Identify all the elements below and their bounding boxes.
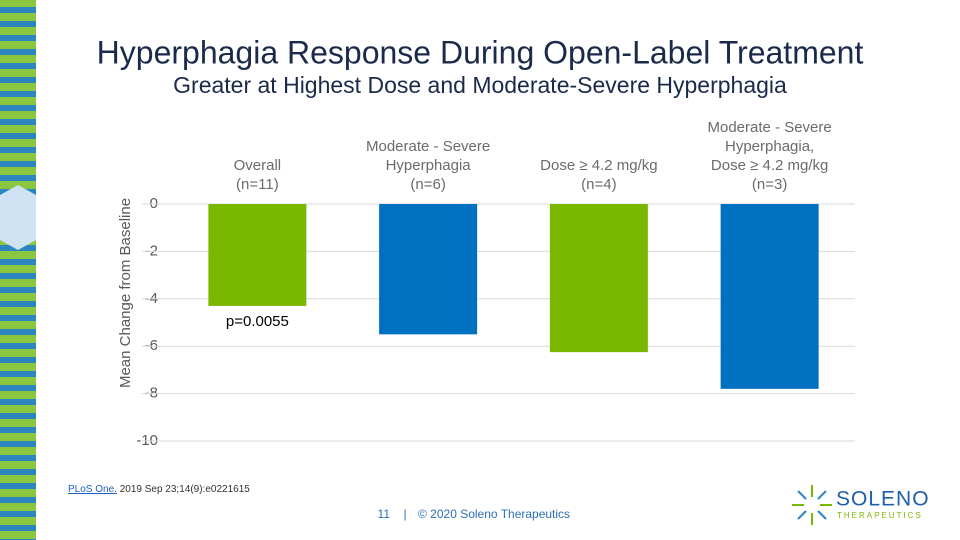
x-tick-label: Dose ≥ 4.2 mg/kg (n=4) xyxy=(540,157,658,193)
y-tick-label: 0 xyxy=(150,195,158,212)
citation-link[interactable]: PLoS One. xyxy=(68,484,117,495)
citation-text: 2019 Sep 23;14(9):e0221615 xyxy=(119,484,250,495)
y-tick-label: -4 xyxy=(145,290,158,307)
chart-title: Hyperphagia Response During Open-Label T… xyxy=(97,34,864,70)
bar xyxy=(208,204,307,306)
footer-text: © 2020 Soleno Therapeutics xyxy=(418,507,570,521)
logo-tagline: THERAPEUTICS xyxy=(837,511,923,520)
logo-icon xyxy=(792,485,832,525)
y-tick-label: -8 xyxy=(145,385,158,402)
annotation: p=0.0055 xyxy=(226,313,289,330)
decor-stripes xyxy=(0,0,36,540)
decor-diamond xyxy=(0,185,36,250)
bar xyxy=(379,204,478,335)
footer-separator: | xyxy=(403,507,406,521)
bar xyxy=(720,204,819,389)
chart-subtitle: Greater at Highest Dose and Moderate-Sev… xyxy=(173,72,787,98)
y-axis-label: Mean Change from Baseline xyxy=(117,198,134,388)
bar xyxy=(549,204,648,353)
y-tick-label: -2 xyxy=(145,242,158,259)
x-tick-label: Moderate - Severe Hyperphagia, Dose ≥ 4.… xyxy=(707,119,832,193)
y-tick-label: -10 xyxy=(136,432,158,449)
x-tick-label: Moderate - Severe Hyperphagia (n=6) xyxy=(366,138,491,193)
page-number: 11 xyxy=(378,507,391,521)
x-tick-label: Overall (n=11) xyxy=(233,157,282,193)
citation: PLoS One. 2019 Sep 23;14(9):e0221615 xyxy=(68,484,250,495)
logo-name: SOLENO xyxy=(836,488,930,511)
y-tick-label: -6 xyxy=(145,337,158,354)
